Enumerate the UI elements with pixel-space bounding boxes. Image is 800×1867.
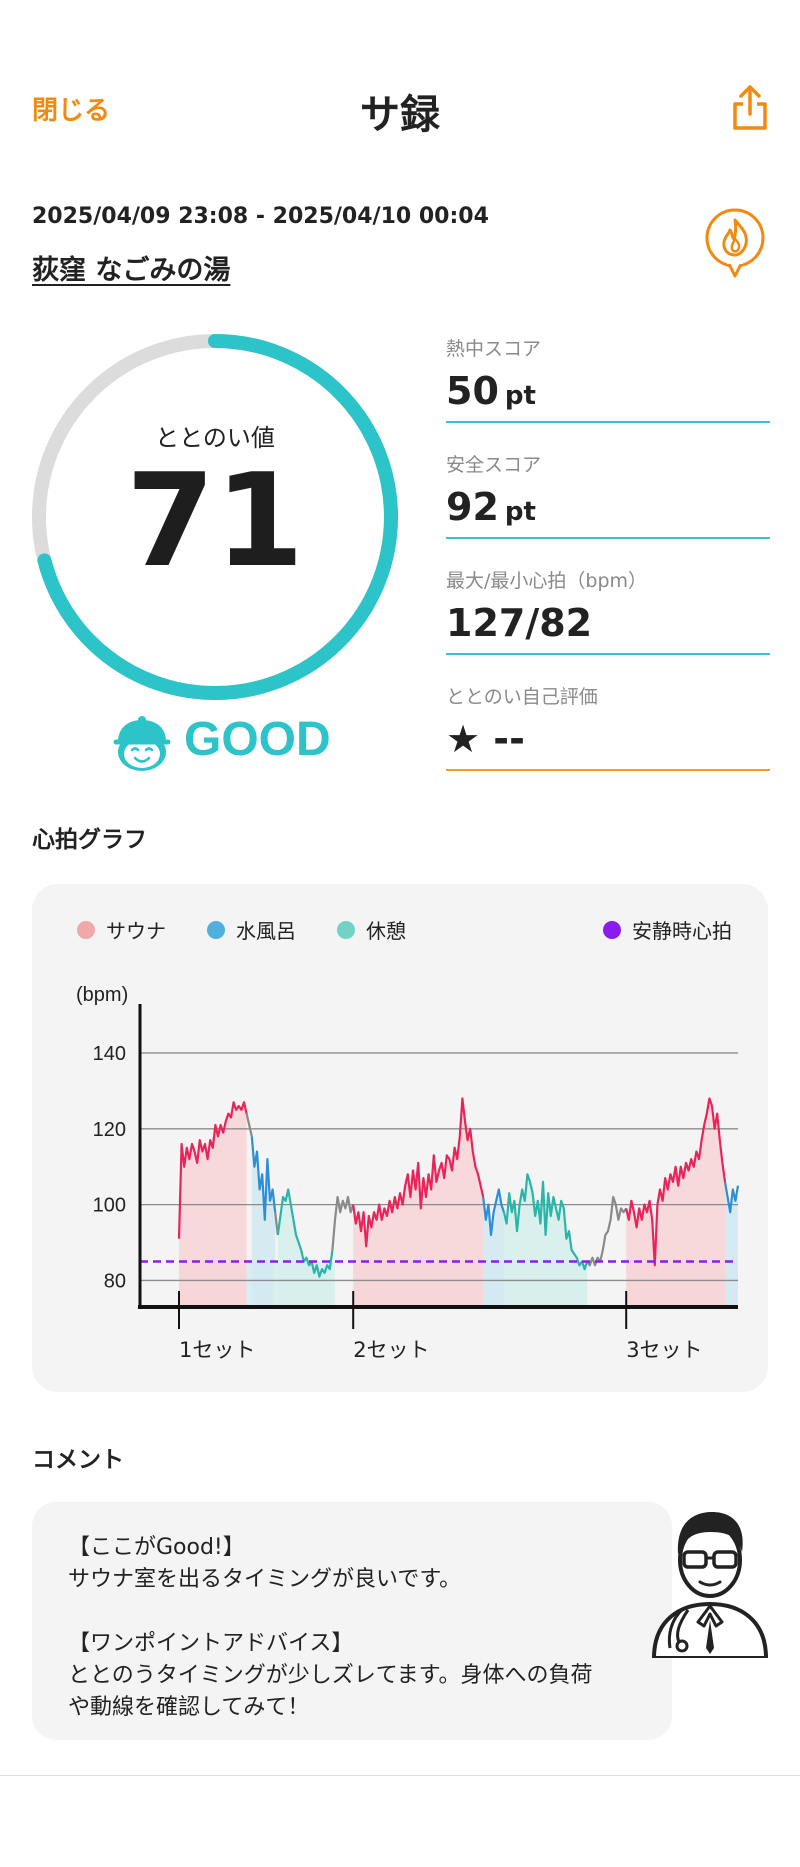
legend-label: サウナ — [106, 919, 166, 943]
legend-dot — [603, 921, 621, 939]
set-marker-label: 2セット — [353, 1338, 429, 1362]
series-line-sauna — [177, 1101, 248, 1239]
metric-value: 127/82 — [446, 601, 593, 645]
legend-label: 水風呂 — [236, 919, 296, 943]
close-button[interactable]: 閉じる — [32, 96, 111, 126]
metric-divider — [446, 653, 770, 655]
phase-band-rest — [504, 1261, 588, 1307]
comment-card: 【ここがGood!】 サウナ室を出るタイミングが良いです。 【ワンポイントアドバ… — [32, 1502, 672, 1740]
bottom-divider — [0, 1775, 800, 1776]
phase-band-water — [483, 1261, 504, 1307]
phase-band-sauna — [353, 1261, 484, 1307]
top-bar: 閉じる サ録 — [0, 60, 800, 160]
y-axis-label: (bpm) — [76, 984, 128, 1006]
series-line-transition — [331, 1195, 355, 1251]
page-title: サ録 — [360, 92, 440, 138]
metric-label: ととのい自己評価 — [446, 686, 598, 708]
phase-band-rest — [272, 1261, 335, 1307]
heart-rate-chart: サウナ 水風呂 休憩 安静時心拍 (bpm) 80 100 120 140 1セット 2セット 3セッ… — [76, 919, 740, 1362]
series-line-sauna — [352, 1097, 485, 1248]
share-icon[interactable] — [730, 84, 770, 132]
y-tick-label: 140 — [93, 1043, 126, 1065]
phase-area-sauna — [353, 1098, 484, 1307]
series-line-sauna — [625, 1097, 727, 1267]
legend-label: 安静時心拍 — [632, 919, 732, 943]
y-tick-label: 120 — [93, 1119, 126, 1141]
metric-label: 最大/最小心拍（bpm） — [446, 570, 648, 592]
series-line-water — [250, 1136, 277, 1221]
comment-text: 【ここがGood!】 サウナ室を出るタイミングが良いです。 【ワンポイントアドバ… — [68, 1535, 593, 1720]
series-line-water — [723, 1181, 740, 1214]
phase-band-sauna — [626, 1261, 725, 1307]
series-line-transition — [586, 1195, 628, 1267]
series-line-rest — [502, 1173, 589, 1271]
metric-divider — [446, 537, 770, 539]
metric-divider — [446, 421, 770, 423]
legend-dot — [77, 921, 95, 939]
self-rating-value[interactable]: ★ -- — [446, 717, 525, 761]
set-marker-label: 1セット — [179, 1338, 255, 1362]
y-tick-label: 100 — [93, 1195, 126, 1217]
phase-band-water — [246, 1261, 273, 1307]
session-datetime: 2025/04/09 23:08 - 2025/04/10 00:04 — [32, 204, 489, 229]
metric-self-rating[interactable]: ととのい自己評価 ★ -- — [446, 682, 770, 771]
series-line-transition — [245, 1113, 253, 1137]
metric-value: 92 pt — [446, 485, 536, 529]
y-tick-label: 80 — [104, 1270, 126, 1292]
doctor-avatar — [651, 1512, 769, 1658]
metric-value: 50 pt — [446, 369, 536, 413]
facility-link[interactable]: 荻窪 なごみの湯 — [32, 255, 231, 286]
legend-dot — [337, 921, 355, 939]
gauge-label: ととのい値 — [155, 424, 275, 452]
metric-label: 安全スコア — [446, 454, 542, 476]
series-line-rest — [276, 1188, 334, 1278]
set-marker-label: 3セット — [626, 1338, 702, 1362]
metric-label: 熱中スコア — [446, 338, 542, 360]
gauge-value: 71 — [125, 447, 305, 596]
metric-safety-score: 安全スコア 92 pt — [446, 450, 770, 539]
rating-label: GOOD — [184, 713, 331, 766]
phase-band-water — [725, 1261, 738, 1307]
graph-section-title: 心拍グラフ — [32, 827, 147, 853]
phase-band-sauna — [179, 1261, 247, 1307]
legend-dot — [207, 921, 225, 939]
metric-divider — [446, 769, 770, 771]
series-line-water — [482, 1188, 506, 1237]
comment-section-title: コメント — [32, 1447, 124, 1473]
mascot-icon — [113, 716, 171, 771]
totonoi-gauge — [32, 334, 398, 700]
heart-rate-chart-card: サウナ 水風呂 休憩 安静時心拍 (bpm) 80 100 120 140 1セット 2セット 3セッ… — [32, 884, 768, 1392]
fire-badge-icon[interactable] — [702, 206, 768, 286]
metric-heart-rate: 最大/最小心拍（bpm） 127/82 — [446, 566, 770, 655]
legend-label: 休憩 — [366, 919, 406, 943]
metric-heat-score: 熱中スコア 50 pt — [446, 334, 770, 423]
